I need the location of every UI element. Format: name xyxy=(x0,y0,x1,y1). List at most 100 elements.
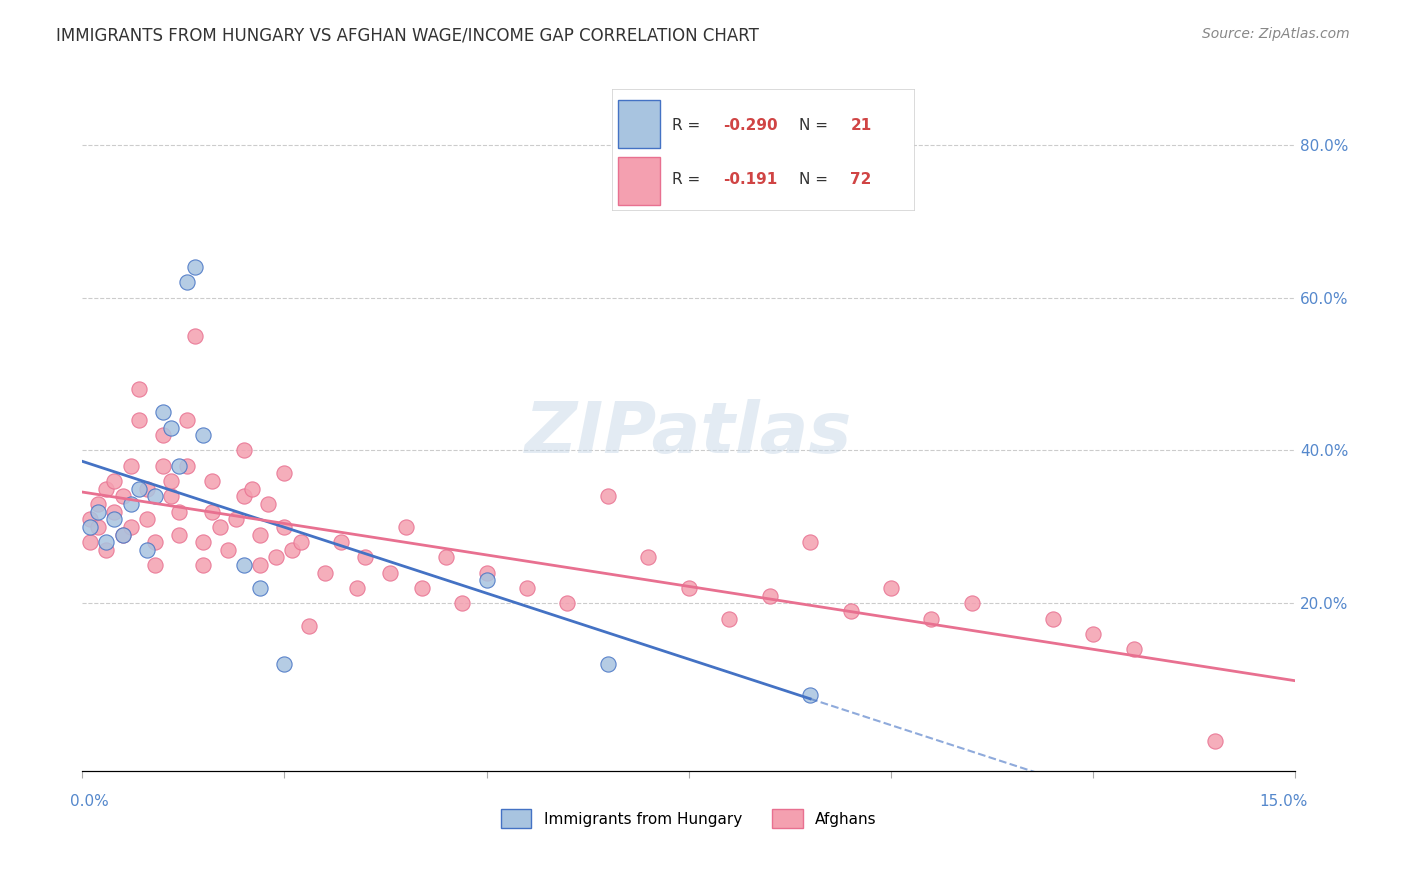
Point xyxy=(96,542,118,557)
Point xyxy=(557,596,579,610)
Text: R =: R = xyxy=(672,118,706,133)
Point xyxy=(273,520,295,534)
Point xyxy=(79,512,101,526)
Point xyxy=(475,574,498,588)
Point xyxy=(193,535,215,549)
Text: 0.0%: 0.0% xyxy=(70,795,108,810)
Text: N =: N = xyxy=(799,118,832,133)
Point xyxy=(451,596,474,610)
Point xyxy=(200,505,222,519)
Point xyxy=(249,581,271,595)
Point xyxy=(596,489,619,503)
Point xyxy=(176,458,198,473)
Point xyxy=(135,512,157,526)
Point xyxy=(143,535,166,549)
Point xyxy=(330,535,353,549)
Point xyxy=(273,467,295,481)
Point xyxy=(200,474,222,488)
Text: -0.191: -0.191 xyxy=(724,172,778,187)
Point xyxy=(143,489,166,503)
Point xyxy=(395,520,418,534)
Point xyxy=(378,566,401,580)
Point xyxy=(314,566,336,580)
Point xyxy=(128,482,150,496)
Point xyxy=(240,482,263,496)
Point xyxy=(1122,642,1144,657)
Point xyxy=(920,611,942,625)
Point xyxy=(193,558,215,573)
Point xyxy=(1042,611,1064,625)
Point xyxy=(87,520,110,534)
FancyBboxPatch shape xyxy=(617,157,659,205)
Point xyxy=(1083,627,1105,641)
Point xyxy=(176,276,198,290)
Point xyxy=(120,458,142,473)
Point xyxy=(120,520,142,534)
Point xyxy=(880,581,903,595)
Point xyxy=(193,428,215,442)
Point xyxy=(799,535,821,549)
Point xyxy=(111,527,134,541)
Text: 15.0%: 15.0% xyxy=(1260,795,1308,810)
Point xyxy=(128,383,150,397)
Point xyxy=(184,329,207,343)
Point xyxy=(232,489,254,503)
FancyBboxPatch shape xyxy=(617,100,659,148)
Point xyxy=(257,497,280,511)
Point xyxy=(264,550,287,565)
Text: ZIPatlas: ZIPatlas xyxy=(524,400,852,468)
Point xyxy=(111,527,134,541)
Point xyxy=(87,497,110,511)
Point xyxy=(152,405,174,419)
Point xyxy=(176,413,198,427)
Point xyxy=(281,542,304,557)
Point xyxy=(79,535,101,549)
Point xyxy=(160,474,183,488)
Point xyxy=(167,505,190,519)
Text: N =: N = xyxy=(799,172,832,187)
Point xyxy=(79,520,101,534)
Point xyxy=(143,558,166,573)
Point xyxy=(160,489,183,503)
Point xyxy=(160,420,183,434)
Text: -0.290: -0.290 xyxy=(724,118,778,133)
Point xyxy=(718,611,741,625)
Point xyxy=(152,428,174,442)
Point xyxy=(354,550,377,565)
Text: 21: 21 xyxy=(851,118,872,133)
Point xyxy=(96,535,118,549)
Point xyxy=(208,520,231,534)
Point xyxy=(135,482,157,496)
Point xyxy=(184,260,207,274)
Text: IMMIGRANTS FROM HUNGARY VS AFGHAN WAGE/INCOME GAP CORRELATION CHART: IMMIGRANTS FROM HUNGARY VS AFGHAN WAGE/I… xyxy=(56,27,759,45)
Point xyxy=(217,542,239,557)
Point xyxy=(839,604,862,618)
Point xyxy=(411,581,433,595)
Point xyxy=(103,505,125,519)
Point xyxy=(128,413,150,427)
Point xyxy=(637,550,659,565)
Point xyxy=(298,619,321,633)
Point xyxy=(135,542,157,557)
Point xyxy=(103,474,125,488)
Point xyxy=(1204,733,1226,747)
Point xyxy=(152,458,174,473)
Point xyxy=(232,443,254,458)
Point xyxy=(758,589,780,603)
Point xyxy=(434,550,457,565)
Point xyxy=(96,482,118,496)
Text: R =: R = xyxy=(672,172,710,187)
Point xyxy=(87,505,110,519)
Point xyxy=(225,512,247,526)
Point xyxy=(111,489,134,503)
Point xyxy=(799,688,821,702)
Point xyxy=(596,657,619,672)
Point xyxy=(103,512,125,526)
Point xyxy=(678,581,700,595)
Point xyxy=(167,527,190,541)
Legend: Immigrants from Hungary, Afghans: Immigrants from Hungary, Afghans xyxy=(495,803,883,834)
Point xyxy=(516,581,538,595)
Point xyxy=(232,558,254,573)
Point xyxy=(249,527,271,541)
Point xyxy=(120,497,142,511)
